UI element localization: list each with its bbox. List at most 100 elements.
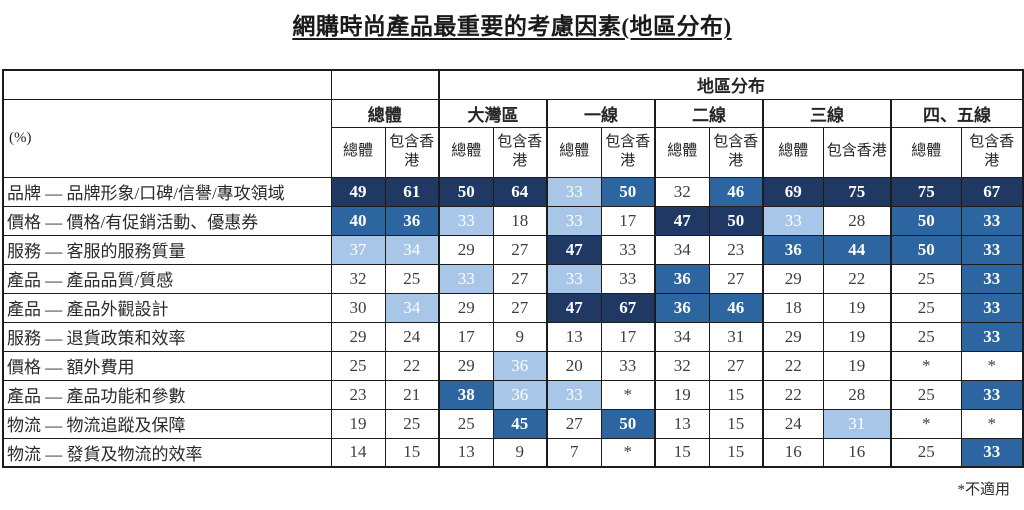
data-cell: * <box>890 350 962 381</box>
data-cell: * <box>890 408 962 439</box>
data-cell: 27 <box>708 263 764 294</box>
data-cell: 7 <box>546 437 602 468</box>
data-cell: 18 <box>762 292 824 323</box>
region-distribution-header: 地區分布 <box>438 69 1024 100</box>
data-cell: 19 <box>822 292 892 323</box>
data-cell: 13 <box>546 321 602 352</box>
data-cell: 47 <box>546 234 602 265</box>
data-cell: 33 <box>600 350 656 381</box>
data-cell: 45 <box>492 408 548 439</box>
subheader-cell: 包含香港 <box>708 126 764 178</box>
data-cell: 47 <box>546 292 602 323</box>
data-cell: 33 <box>960 234 1024 265</box>
data-cell: 16 <box>762 437 824 468</box>
data-cell: 33 <box>546 379 602 410</box>
factors-table: 地區分布 (%) 總體 大灣區 一線 二線 三線 四、五線 總體 包含香港 總體 包含香港 總體包… <box>2 69 1024 468</box>
data-cell: 29 <box>762 321 824 352</box>
data-cell: 27 <box>546 408 602 439</box>
data-cell: 25 <box>384 263 440 294</box>
data-cell: 23 <box>708 234 764 265</box>
data-cell: 75 <box>890 176 962 207</box>
subheader-cell: 包含香港 <box>822 126 892 178</box>
data-cell: 37 <box>330 234 386 265</box>
subheader-cell: 總體 <box>890 126 962 178</box>
table-row: 產品 — 產品功能和參數 23 21 38 36 33 * 19 15 22 28 25 33 <box>2 379 1024 410</box>
data-cell: 14 <box>330 437 386 468</box>
data-cell: 75 <box>822 176 892 207</box>
subheader-cell: 總體 <box>654 126 710 178</box>
data-cell: 49 <box>330 176 386 207</box>
data-cell: 17 <box>600 321 656 352</box>
row-label: 價格 — 額外費用 <box>2 350 332 381</box>
data-cell: 25 <box>890 321 962 352</box>
subheader-cell: 包含香港 <box>492 126 548 178</box>
data-cell: 33 <box>960 263 1024 294</box>
subheader-cell: 總體 <box>330 126 386 178</box>
data-cell: 33 <box>762 205 824 236</box>
data-cell: 21 <box>384 379 440 410</box>
data-cell: 13 <box>438 437 494 468</box>
data-cell: 13 <box>654 408 710 439</box>
data-cell: 33 <box>960 437 1024 468</box>
data-cell: 38 <box>438 379 494 410</box>
data-cell: 33 <box>546 263 602 294</box>
data-cell: 33 <box>600 263 656 294</box>
group-header-2: 一線 <box>546 98 656 128</box>
group-header-5: 四、五線 <box>890 98 1024 128</box>
data-cell: 33 <box>438 205 494 236</box>
data-cell: * <box>960 350 1024 381</box>
data-cell: 67 <box>600 292 656 323</box>
corner-empty-cell <box>2 69 332 100</box>
data-cell: 32 <box>330 263 386 294</box>
data-cell: 50 <box>890 205 962 236</box>
header-row-top: 地區分布 <box>2 69 1024 100</box>
data-cell: 9 <box>492 437 548 468</box>
data-cell: 25 <box>384 408 440 439</box>
group-header-3: 二線 <box>654 98 764 128</box>
data-cell: 50 <box>600 176 656 207</box>
table-row: 價格 — 價格/有促銷活動、優惠券 40 36 33 18 33 17 47 50 33 28 50 3… <box>2 205 1024 236</box>
data-cell: 36 <box>654 263 710 294</box>
overall-empty-cell <box>330 69 440 100</box>
data-cell: 15 <box>708 408 764 439</box>
data-cell: 46 <box>708 292 764 323</box>
data-cell: 32 <box>654 350 710 381</box>
group-header-row: (%) 總體 大灣區 一線 二線 三線 四、五線 <box>2 98 1024 178</box>
data-cell: 27 <box>708 350 764 381</box>
subheader-cell: 總體 <box>762 126 824 178</box>
table-row: 物流 — 物流追蹤及保障 19 25 25 45 27 50 13 15 24 31 * * <box>2 408 1024 439</box>
data-cell: 29 <box>438 234 494 265</box>
data-cell: 36 <box>654 292 710 323</box>
data-cell: 29 <box>438 350 494 381</box>
data-cell: 23 <box>330 379 386 410</box>
subheader-cell: 包含香港 <box>384 126 440 178</box>
data-cell: 47 <box>654 205 710 236</box>
data-cell: 25 <box>438 408 494 439</box>
data-cell: 19 <box>330 408 386 439</box>
page-title-text: 網購時尚產品最重要的考慮因素(地區分布) <box>292 14 732 39</box>
data-cell: 31 <box>822 408 892 439</box>
data-cell: 19 <box>822 321 892 352</box>
data-cell: 29 <box>762 263 824 294</box>
data-cell: 15 <box>708 437 764 468</box>
page-title: 網購時尚產品最重要的考慮因素(地區分布) <box>0 7 1024 41</box>
table-row: 物流 — 發貨及物流的效率 14 15 13 9 7 * 15 15 16 16 25 33 <box>2 437 1024 468</box>
table-row: 產品 — 產品品質/質感 32 25 33 27 33 33 36 27 29 22 25 33 <box>2 263 1024 294</box>
data-cell: 33 <box>600 234 656 265</box>
data-cell: 25 <box>890 292 962 323</box>
row-label: 產品 — 產品品質/質感 <box>2 263 332 294</box>
data-cell: 22 <box>822 263 892 294</box>
table-row: 服務 — 退貨政策和效率 29 24 17 9 13 17 34 31 29 19 25 33 <box>2 321 1024 352</box>
data-cell: 29 <box>438 292 494 323</box>
data-cell: 19 <box>654 379 710 410</box>
data-cell: 67 <box>960 176 1024 207</box>
data-cell: 36 <box>492 350 548 381</box>
data-cell: 25 <box>890 263 962 294</box>
data-cell: 34 <box>384 292 440 323</box>
data-cell: 69 <box>762 176 824 207</box>
data-cell: * <box>960 408 1024 439</box>
data-cell: 28 <box>822 205 892 236</box>
group-header-1: 大灣區 <box>438 98 548 128</box>
table-row: 價格 — 額外費用 25 22 29 36 20 33 32 27 22 19 * * <box>2 350 1024 381</box>
data-cell: 44 <box>822 234 892 265</box>
